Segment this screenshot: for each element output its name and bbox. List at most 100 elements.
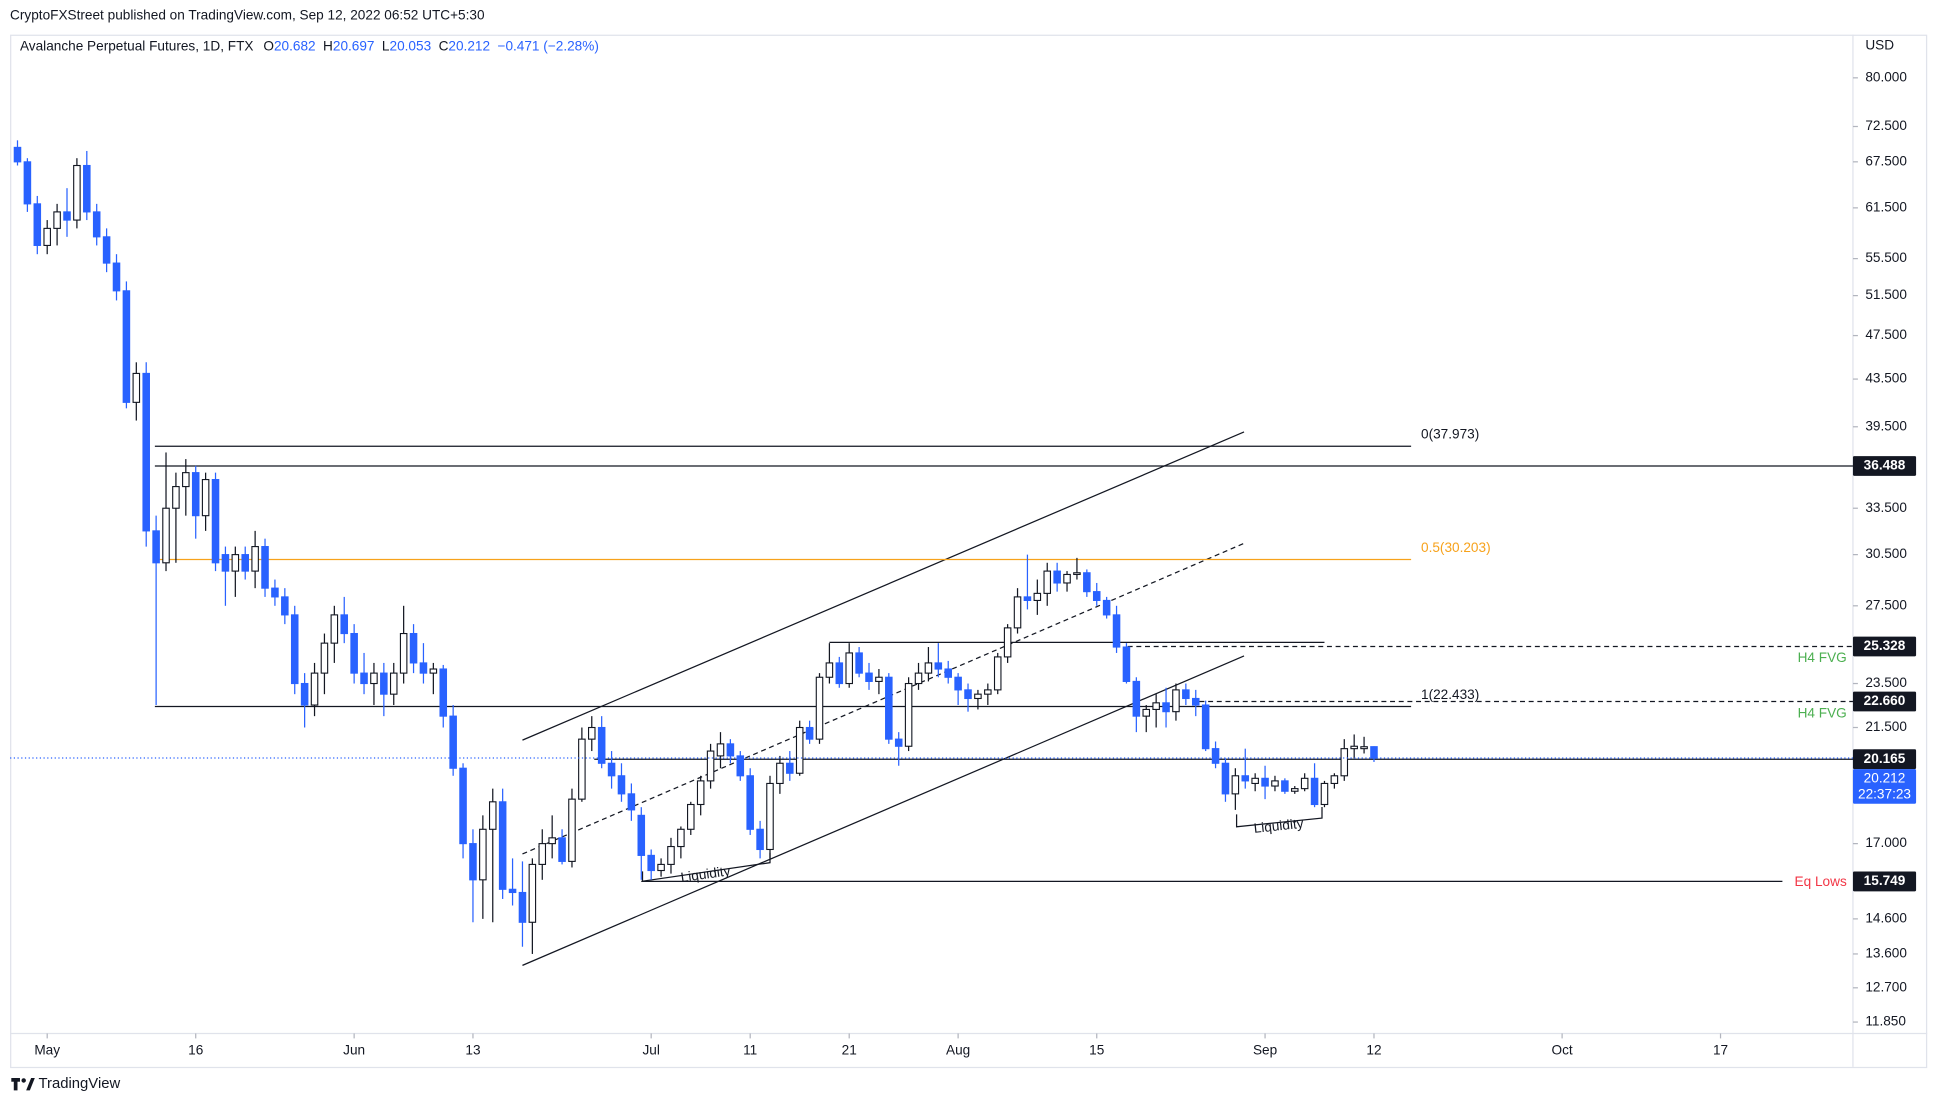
price-label: 22.660 <box>1864 693 1906 708</box>
candle-body <box>112 262 121 292</box>
candle-body <box>360 672 368 685</box>
candle-body <box>885 676 893 740</box>
x-tick-label: Jul <box>642 1042 659 1057</box>
candle-body <box>1073 572 1081 576</box>
candle-body <box>904 682 913 747</box>
candle-body <box>439 668 448 717</box>
candle-body <box>290 614 299 685</box>
brand: TradingView <box>39 1076 121 1092</box>
candle-body <box>726 743 735 757</box>
candle-body <box>1221 762 1230 795</box>
channel-mid <box>522 542 1245 855</box>
candle-body <box>746 775 754 830</box>
channel-lower <box>522 655 1245 966</box>
fib-label: 0.5(30.203) <box>1421 540 1491 555</box>
candle-body <box>469 843 477 881</box>
x-tick-label: 16 <box>188 1042 203 1057</box>
y-tick-label: 17.000 <box>1865 835 1907 850</box>
candle-body <box>786 762 794 774</box>
candle-body <box>568 798 576 862</box>
candle-body <box>102 236 111 264</box>
y-tick-label: 80.000 <box>1865 69 1907 84</box>
candle-body <box>538 843 547 865</box>
candle-body <box>587 726 596 740</box>
candle-body <box>13 146 22 163</box>
candle-body <box>211 479 220 564</box>
candle-body <box>498 801 507 890</box>
candle-body <box>142 372 150 532</box>
candle-body <box>1182 689 1190 700</box>
candle-body <box>1271 780 1279 787</box>
candle-body <box>865 672 873 682</box>
x-tick-label: 21 <box>842 1042 857 1057</box>
candle-body <box>23 161 32 205</box>
candle-body <box>389 672 398 695</box>
candle-body <box>281 596 289 616</box>
candle-body <box>271 587 279 598</box>
candle-body <box>1290 788 1299 792</box>
candle-body <box>805 726 814 740</box>
candle-body <box>73 164 81 221</box>
channel-upper <box>522 431 1245 741</box>
price-label: 36.488 <box>1864 458 1906 473</box>
legend-value: 20.212 <box>448 39 490 54</box>
candle-body <box>617 775 626 795</box>
x-tick-label: 17 <box>1713 1042 1728 1057</box>
candle-body <box>261 546 269 589</box>
candle-body <box>320 642 329 674</box>
y-tick-label: 30.500 <box>1865 546 1907 561</box>
candle-body <box>1231 775 1240 795</box>
candle-body <box>449 715 457 769</box>
candle-body <box>488 801 497 830</box>
y-tick-label: 51.500 <box>1865 287 1907 302</box>
candle-body <box>1241 775 1250 782</box>
candle-body <box>83 164 91 213</box>
x-tick-label: Jun <box>343 1042 365 1057</box>
candle-body <box>1300 777 1309 790</box>
candle-body <box>647 854 655 872</box>
candle-body <box>1063 573 1071 584</box>
x-tick-label: 13 <box>465 1042 480 1057</box>
candle-body <box>231 554 240 572</box>
candle-body <box>677 828 685 848</box>
candle-body <box>1122 646 1131 682</box>
y-tick-label: 43.500 <box>1865 371 1907 386</box>
candle-body <box>914 672 923 685</box>
candle-body <box>1102 599 1111 616</box>
candle-body <box>597 726 606 764</box>
candle-body <box>696 780 705 806</box>
candle-body <box>1013 596 1022 629</box>
price-label: 15.749 <box>1864 873 1906 888</box>
candle-body <box>201 479 210 517</box>
price-label-box <box>1852 871 1917 892</box>
candle-body <box>667 845 675 865</box>
candle-body <box>1330 775 1339 785</box>
candle-body <box>855 652 863 674</box>
candle-body <box>1261 777 1269 787</box>
candle-body <box>1053 570 1061 584</box>
candle-body <box>53 211 61 229</box>
candle-body <box>984 689 992 695</box>
legend-key: C <box>439 39 449 54</box>
annotation: H4 FVG <box>1798 706 1847 721</box>
x-tick-label: 12 <box>1366 1042 1381 1057</box>
price-label-box <box>1852 691 1917 712</box>
chart-title: Avalanche Perpetual Futures, 1D, FTX <box>20 39 253 54</box>
candle-body <box>43 227 51 246</box>
legend-key: L <box>382 39 390 54</box>
annotation: H4 FVG <box>1798 650 1847 665</box>
candle-body <box>815 676 824 740</box>
brand-logo <box>11 1078 35 1091</box>
candle-body <box>350 632 358 674</box>
candle-body <box>528 863 537 923</box>
y-tick-label: 13.600 <box>1865 946 1907 961</box>
y-tick-label: 12.700 <box>1865 979 1907 994</box>
annotation: Liquidity <box>1253 816 1304 836</box>
candle-body <box>33 203 42 246</box>
legend-key: O <box>263 39 274 54</box>
candle-body <box>934 662 943 670</box>
candle-body <box>1370 746 1378 759</box>
legend-value: 20.053 <box>390 39 432 54</box>
